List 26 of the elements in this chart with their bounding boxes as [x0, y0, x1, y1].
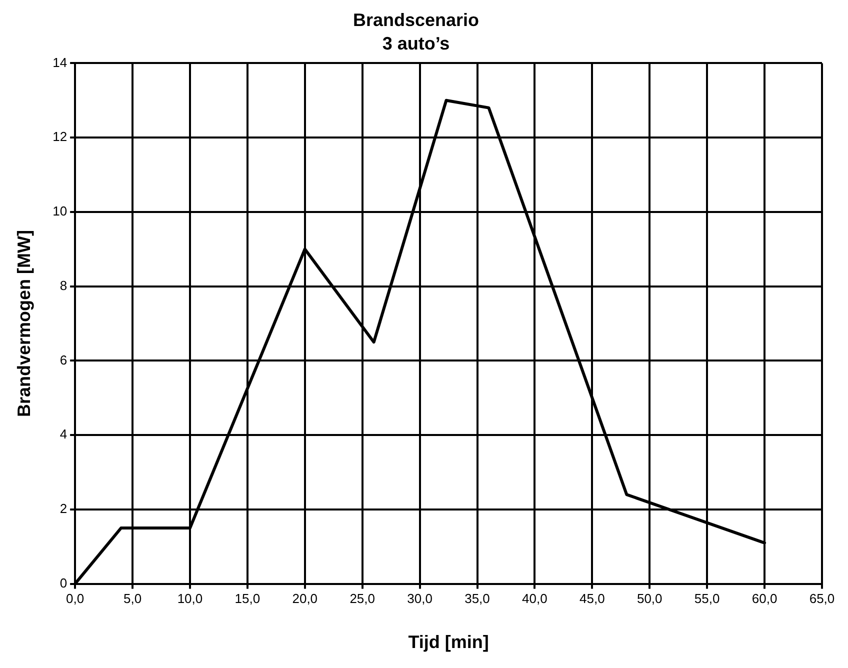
x-tick-label: 50,0: [636, 591, 662, 606]
y-tick-label: 14: [52, 54, 68, 70]
y-tick-label: 0: [60, 575, 68, 590]
y-tick-label: 2: [60, 501, 68, 516]
x-tick-label: 35,0: [464, 591, 490, 606]
x-tick-label: 5,0: [123, 591, 142, 606]
x-tick-label: 40,0: [522, 591, 548, 606]
x-axis-title: Tijd [min]: [408, 632, 489, 652]
x-tick-label: 0,0: [66, 591, 84, 606]
y-tick-label: 4: [60, 426, 68, 442]
x-tick-label: 15,0: [234, 591, 260, 606]
x-tick-label: 30,0: [407, 591, 432, 606]
chart-title: Brandscenario: [352, 10, 480, 30]
y-axis-title: Brandvermogen [MW]: [14, 230, 34, 418]
x-tick-label: 55,0: [694, 591, 720, 606]
y-tick-label: 8: [60, 278, 68, 293]
x-tick-label: 60,0: [752, 591, 778, 606]
x-tick-label: 65,0: [809, 591, 835, 606]
y-tick-label: 6: [60, 352, 68, 368]
x-tick-label: 20,0: [292, 591, 318, 606]
x-tick-label: 10,0: [177, 591, 203, 606]
x-tick-label: 45,0: [580, 591, 605, 606]
y-tick-label: 12: [52, 129, 68, 144]
x-tick-label: 25,0: [350, 591, 375, 606]
y-tick-label: 10: [52, 204, 68, 219]
chart-subtitle: 3 auto’s: [382, 33, 450, 54]
